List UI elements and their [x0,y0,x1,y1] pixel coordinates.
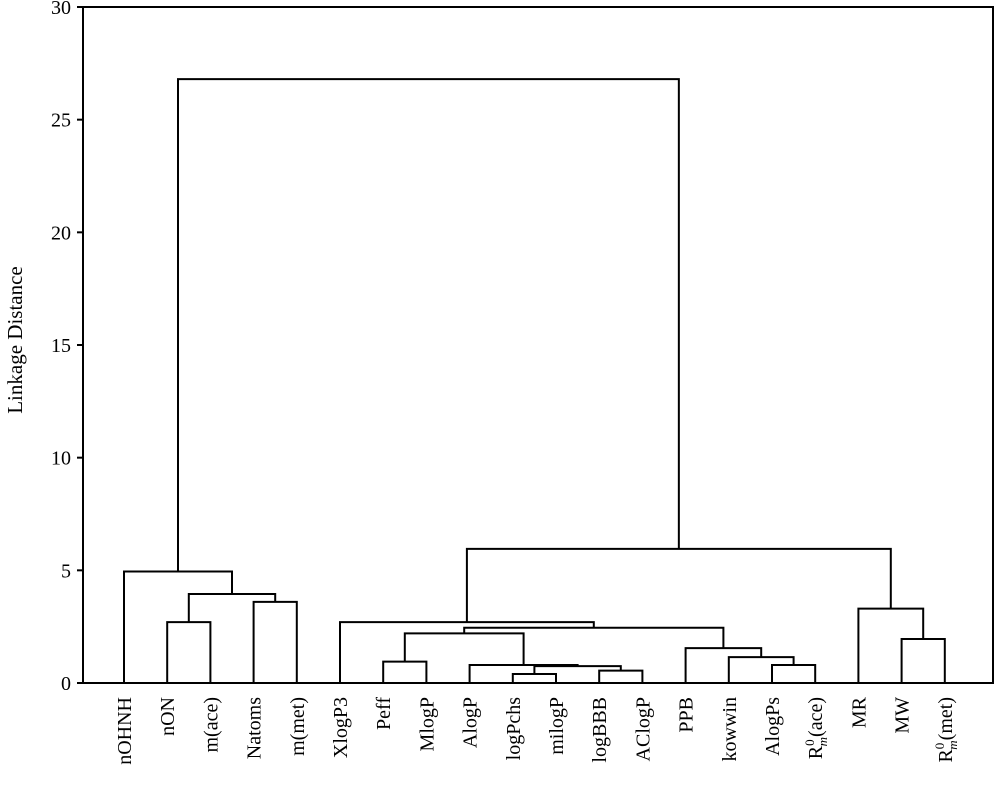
leaf-label-base: R [935,749,957,763]
leaf-label: XlogP3 [330,697,352,758]
dendrogram-link [252,600,298,683]
y-tick-label: 15 [51,335,71,357]
dendrogram-link [177,78,680,572]
leaf-label: R0m(ace) [802,697,830,759]
y-tick-label: 10 [51,448,71,470]
leaf-label: Natoms [244,697,266,759]
plot-frame [82,6,994,684]
dendrogram-links [123,78,946,683]
y-axis-ticks: 0 5 10 15 20 25 30 [51,0,83,695]
dendrogram-link [598,669,644,683]
leaf-label: logPchs [503,697,525,761]
dendrogram-link [187,592,277,623]
leaf-label-tail: (ace) [805,697,827,737]
leaf-label: nON [157,697,179,736]
y-axis-title: Linkage Distance [3,266,27,414]
leaf-label-sup: 0 [802,739,817,746]
leaf-label-base: R [805,745,827,759]
leaf-label: milogP [546,697,568,755]
leaf-labels: nOHNH nON m(ace) Natoms m(met) XlogP3 Peff Mlog… [114,696,960,764]
leaf-label: MW [892,697,914,734]
y-tick-label: 20 [51,222,71,244]
leaf-label: nOHNH [114,697,136,765]
y-tick-label: 25 [51,110,71,132]
leaf-label: Peff [373,697,395,730]
leaf-label-tail: (met) [935,697,957,740]
leaf-label: AlogP [460,697,482,748]
leaf-label: MR [848,696,870,728]
dendrogram-link [403,632,525,665]
dendrogram-link [463,626,725,649]
leaf-label: AlogPs [762,697,784,756]
leaf-label: PPB [676,697,698,733]
leaf-label: MlogP [416,697,438,751]
leaf-label-sup: 0 [932,743,947,750]
leaf-label-sub: m [945,740,960,749]
leaf-label: R0m(met) [932,697,960,763]
leaf-label: logBBB [589,697,611,763]
leaf-label: kowwin [719,697,741,761]
leaf-label: AClogP [632,697,654,761]
dendrogram-link [857,607,925,683]
leaf-label: m(met) [287,697,309,756]
dendrogram-link [900,638,946,683]
dendrogram-link [684,647,763,683]
y-tick-label: 5 [61,560,71,582]
dendrogram-link [727,656,795,683]
dendrogram-link [123,570,233,683]
leaf-label-sub: m [815,737,830,746]
dendrogram-link [465,547,892,623]
dendrogram-link [166,621,212,683]
dendrogram-link [511,672,557,683]
dendrogram-link [771,663,817,683]
y-tick-label: 30 [51,0,71,19]
dendrogram-link [382,660,428,683]
leaf-label: m(ace) [200,697,222,753]
y-tick-label: 0 [61,673,71,695]
